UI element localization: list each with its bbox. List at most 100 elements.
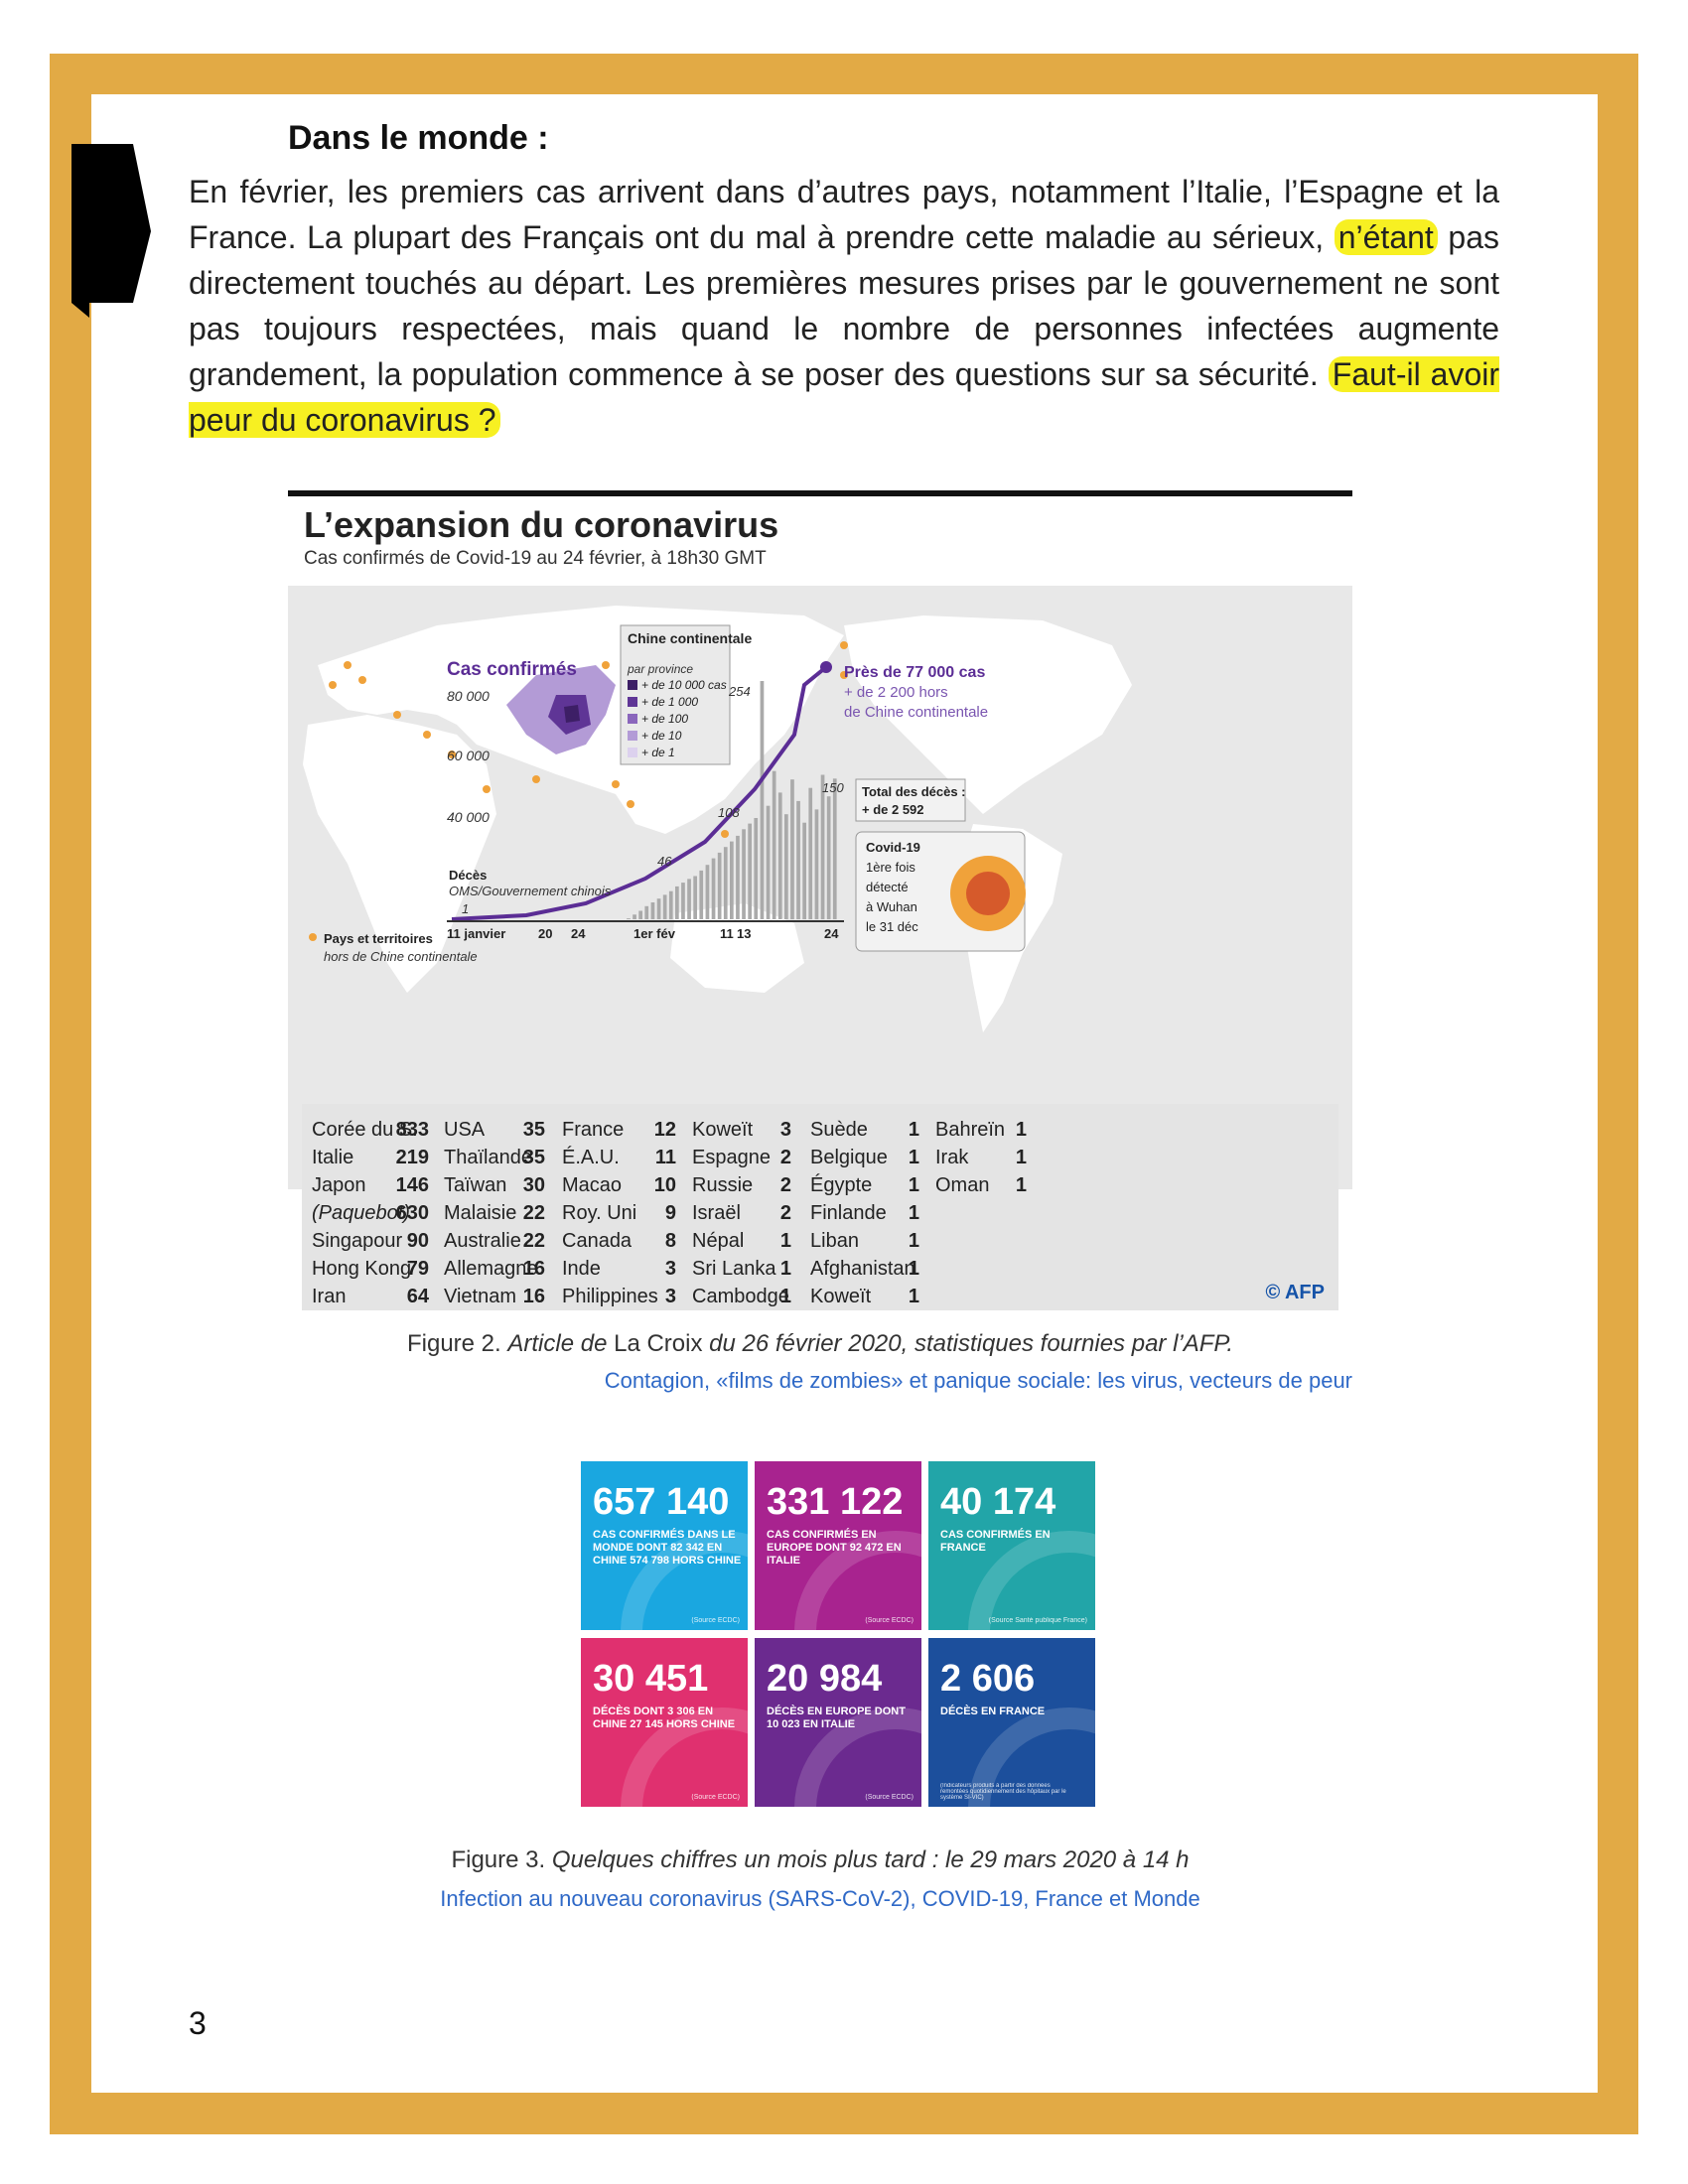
stat-description: DÉCÈS EN EUROPE DONT 10 023 EN ITALIE [767,1706,906,1730]
pays-sub: hors de Chine continentale [324,949,478,964]
country-row: Hong Kong 79 [312,1255,429,1283]
annotation-main: Près de 77 000 cas [844,664,985,681]
country-count: 12 [653,1119,676,1141]
country-count: 8 [664,1230,676,1252]
stat-source: (Source ECDC) [691,1794,740,1801]
death-bar [832,778,837,919]
continent-australia [670,903,804,993]
top-rule [288,490,1352,496]
death-bar [742,829,746,919]
country-count: 1 [779,1230,791,1252]
country-count: 1 [908,1286,919,1307]
country-count: 1 [779,1286,791,1307]
country-row: Thaïlande 35 [444,1144,545,1171]
covid-info-line: le 31 déc [866,919,918,934]
bar-value-label: 254 [728,684,751,699]
death-bar [748,823,752,919]
legend-item: + de 1 [641,746,675,759]
country-name: Népal [692,1230,745,1252]
covid-info-line: à Wuhan [866,899,917,914]
infographic-title: L’expansion du coronavirus [304,504,779,545]
afp-credit: © AFP [1265,1282,1325,1303]
country-row: Allemagne 16 [444,1255,545,1283]
country-count: 30 [522,1174,545,1196]
country-row: USA 35 [444,1116,545,1144]
country-row: Afghanistan 1 [810,1255,919,1283]
death-bar [808,787,813,919]
stat-tile: 657 140 CAS CONFIRMÉS DANS LE MONDE DONT … [581,1461,748,1630]
country-count: 10 [653,1174,676,1196]
country-row: Singapour 90 [312,1227,429,1255]
country-row: Koweït 1 [810,1283,919,1310]
legend-swatch [628,680,637,690]
country-name: Italie [312,1147,354,1168]
death-bar [633,914,636,919]
caption-prefix: Figure 2. [406,1330,501,1357]
country-dot [393,711,401,719]
country-count: 11 [654,1147,676,1168]
country-name: Cambodge [692,1286,789,1307]
country-dots [329,641,848,838]
country-row: Malaisie 22 [444,1199,545,1227]
figure-3-stats-grid: 657 140 CAS CONFIRMÉS DANS LE MONDE DONT … [581,1461,1097,1807]
country-count: 1 [908,1119,919,1141]
country-name: Afghanistan [810,1258,915,1280]
country-column: Corée du S. 833 Italie 219 Japon 146 (Paquebot… [312,1116,429,1310]
country-dot [483,785,491,793]
country-row: Cambodge 1 [692,1283,791,1310]
cases-label: Cas confirmés [447,659,577,680]
curve-end-marker [820,661,832,673]
country-row: Canada 8 [562,1227,676,1255]
china-wuhan-core [564,705,580,723]
death-bar [675,886,679,919]
pays-label: Pays et territoires [324,931,433,946]
death-bar [711,858,716,919]
x-axis-label: 13 [737,926,751,941]
country-row: Japon 146 [312,1171,429,1199]
country-row: Liban 1 [810,1227,919,1255]
stat-tile: 20 984 DÉCÈS EN EUROPE DONT 10 023 EN ITA… [755,1638,921,1807]
death-bar [802,822,806,919]
legend-swatch [628,748,637,757]
figure-2-caption: Figure 2. Article de La Croix du 26 févr… [288,1330,1352,1358]
country-row: Suède 1 [810,1116,919,1144]
country-name: Russie [692,1174,754,1196]
country-row: Philippines 3 [562,1283,676,1310]
x-axis-label: 24 [571,926,586,941]
continent-africa [303,715,496,993]
cases-curve [451,665,828,921]
country-row: Oman 1 [935,1171,1027,1199]
country-name: Bahreïn [935,1119,1006,1141]
country-dot [532,775,540,783]
caption-italic: Quelques chiffres un mois plus tard : le… [551,1846,1190,1873]
country-count: 1 [779,1258,791,1280]
continent-north-america [844,615,1132,814]
country-count: 1 [1015,1147,1027,1168]
stat-source: (Indicateurs produits à partir des donné… [940,1783,1066,1801]
country-count: 64 [406,1286,429,1307]
caption-italic-2: du 26 février 2020, statistiques fournie… [709,1330,1233,1357]
country-dot [840,671,848,679]
country-name: É.A.U. [562,1147,620,1168]
country-count: 1 [908,1147,919,1168]
figure-3-link[interactable]: Infection au nouveau coronavirus (SARS-C… [440,1886,1200,1911]
country-name: Allemagne [444,1258,538,1280]
infographic-subtitle: Cas confirmés de Covid-19 au 24 février,… [304,548,767,569]
stat-number: 30 451 [593,1658,709,1700]
country-row: Bahreïn 1 [935,1116,1027,1144]
country-name: Suède [810,1119,868,1141]
caption-prefix: Figure 3. [451,1846,546,1873]
death-bar [668,890,673,919]
country-row: (Paquebot) 630 [312,1199,429,1227]
country-count: 22 [522,1230,545,1252]
bar-value-label: 46 [657,854,672,869]
figure-2-link[interactable]: Contagion, «films de zombies» et panique… [604,1368,1352,1393]
stat-tile: 2 606 DÉCÈS EN FRANCE (Indicateurs produit… [928,1638,1095,1807]
country-count: 1 [1015,1174,1027,1196]
country-name: Liban [810,1230,859,1252]
country-count: 3 [779,1119,791,1141]
stat-source: (Source Santé publique France) [988,1617,1087,1624]
country-row: Égypte 1 [810,1171,919,1199]
country-dot [721,830,729,838]
country-name: (Paquebot) [312,1202,410,1224]
